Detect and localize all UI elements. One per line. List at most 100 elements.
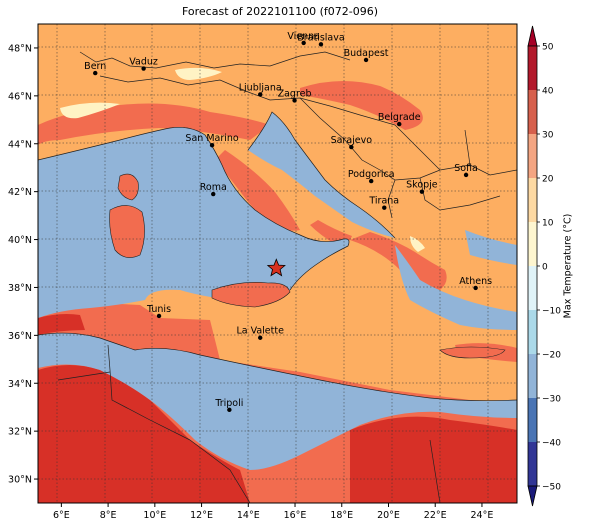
city-label: Bern	[84, 61, 106, 72]
colorbar-under-arrow	[527, 485, 538, 507]
city-dot	[156, 313, 162, 319]
city-dot	[141, 66, 146, 71]
lon-tick-label: 22°E	[424, 510, 447, 521]
graticule	[38, 24, 517, 503]
colorbar-tick-label: 0	[542, 263, 548, 273]
map-title: Forecast of 2022101100 (f072-096)	[181, 5, 379, 18]
colorbar: 50 40 30 20 10 0 −10 −20 −30 −40 −50	[527, 25, 561, 507]
colorbar-segment	[528, 310, 537, 354]
city-label: Bratislava	[297, 32, 344, 43]
lon-tick-label: 8°E	[100, 510, 117, 521]
colorbar-tick-label: −20	[542, 351, 561, 361]
lon-tick-label: 24°E	[471, 510, 494, 521]
sardinia	[109, 205, 145, 258]
map-frame	[37, 23, 518, 504]
colorbar-tick-label: 40	[542, 87, 554, 97]
lon-tick-label: 6°E	[53, 510, 70, 521]
lat-tick-label: 48°N	[8, 43, 32, 54]
colorbar-tick-label: −10	[542, 307, 561, 317]
city-dot	[93, 70, 98, 76]
lon-tick-label: 16°E	[284, 510, 307, 521]
lon-tick-label: 18°E	[330, 510, 353, 521]
city-label: Zagreb	[278, 88, 312, 99]
crete	[439, 346, 506, 359]
city-dot	[419, 189, 425, 194]
city-dot	[227, 407, 232, 413]
colorbar-tick-label: 20	[542, 175, 554, 185]
city-label: Athens	[459, 276, 492, 287]
city-dot	[209, 142, 215, 148]
marker-layer	[266, 258, 286, 277]
city-dot	[473, 285, 478, 291]
temperature-zone-cool	[60, 67, 425, 252]
islands	[109, 173, 506, 359]
colorbar-segment	[528, 46, 537, 90]
city-label: Ljubljana	[239, 82, 282, 93]
colorbar-tick-label: −50	[542, 483, 561, 493]
city-dot	[258, 92, 263, 97]
city-label: Tripoli	[214, 398, 243, 409]
lat-tick-label: 46°N	[8, 91, 32, 102]
colorbar-tick-label: −40	[542, 439, 561, 449]
lat-tick-label: 38°N	[8, 283, 32, 294]
lon-tick-label: 14°E	[237, 510, 260, 521]
colorbar-segment	[528, 178, 537, 222]
latitude-axis: 30°N 32°N 34°N 36°N 38°N 40°N 42°N 44°N 46°N 48°N	[8, 43, 38, 486]
country-borders	[38, 51, 517, 503]
colorbar-segment	[528, 134, 537, 178]
city-label: San Marino	[185, 133, 238, 144]
city-label: Roma	[200, 182, 227, 193]
colorbar-tick-label: 10	[542, 219, 554, 229]
lon-tick-label: 20°E	[377, 510, 400, 521]
colorbar-segment	[528, 90, 537, 134]
colorbar-segment	[528, 442, 537, 486]
colorbar-label: Max Temperature (°C)	[562, 213, 574, 319]
colorbar-tick-label: 30	[542, 131, 554, 141]
lon-tick-label: 12°E	[190, 510, 213, 521]
city-label: Tirana	[368, 196, 399, 207]
lat-tick-label: 30°N	[8, 475, 32, 486]
lat-tick-label: 32°N	[8, 427, 32, 438]
city-label: La Valette	[236, 326, 284, 337]
lat-tick-label: 34°N	[8, 379, 32, 390]
colorbar-segment	[528, 222, 537, 266]
colorbar-over-arrow	[527, 25, 538, 47]
colorbar-segment	[528, 354, 537, 398]
colorbar-tick-label: −30	[542, 395, 561, 405]
city-label: Tunis	[146, 304, 171, 315]
city-dot	[368, 178, 374, 184]
city-dot	[211, 191, 216, 197]
city-dot	[397, 121, 402, 127]
city-dot	[318, 42, 324, 47]
city-dot	[382, 205, 387, 210]
city-dot	[292, 98, 297, 103]
longitude-axis: 6°E 8°E 10°E 12°E 14°E 16°E 18°E 20°E 22°E 24°E	[53, 503, 493, 521]
colorbar-tick-label: 50	[542, 43, 554, 53]
city-dot	[349, 144, 354, 150]
city-label: Sofia	[454, 163, 478, 174]
sea	[38, 112, 517, 470]
city-label: Vaduz	[129, 57, 158, 68]
lon-tick-label: 10°E	[143, 510, 166, 521]
lat-tick-label: 44°N	[8, 139, 32, 150]
city-label: Belgrade	[378, 112, 421, 123]
city-label: Sarajevo	[331, 135, 373, 146]
lat-tick-label: 42°N	[8, 187, 32, 198]
city-dot	[463, 172, 469, 178]
colorbar-segment	[528, 266, 537, 310]
city-label: Vienna	[287, 31, 320, 42]
city-dot	[258, 335, 263, 340]
corsica	[117, 173, 139, 201]
city-label: Skopje	[406, 180, 438, 191]
lat-tick-label: 40°N	[8, 235, 32, 246]
city-dot	[363, 57, 369, 63]
colorbar-segment	[528, 398, 537, 442]
city-label: Podgorica	[348, 169, 395, 180]
sicily	[211, 282, 291, 308]
event-star-marker	[266, 258, 286, 277]
lat-tick-label: 36°N	[8, 331, 32, 342]
city-dot	[301, 40, 306, 46]
